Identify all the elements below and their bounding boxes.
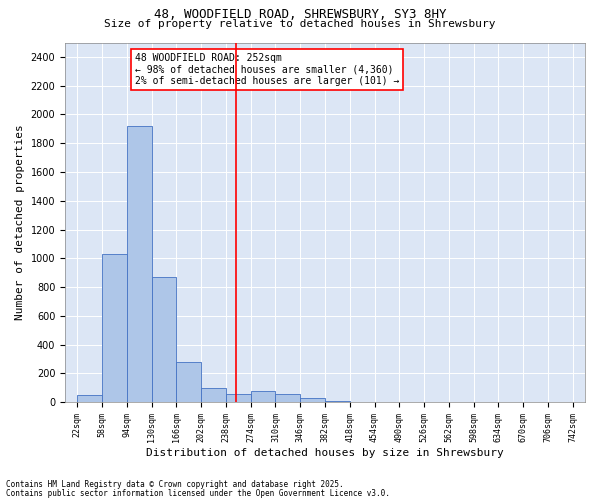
Bar	[176, 362, 201, 402]
Y-axis label: Number of detached properties: Number of detached properties	[15, 124, 25, 320]
Text: Size of property relative to detached houses in Shrewsbury: Size of property relative to detached ho…	[104, 19, 496, 29]
Bar	[152, 277, 176, 402]
Bar	[275, 394, 300, 402]
Bar	[251, 392, 275, 402]
Bar	[226, 394, 251, 402]
Bar	[201, 388, 226, 402]
Bar	[102, 254, 127, 402]
Bar	[300, 398, 325, 402]
Text: Contains HM Land Registry data © Crown copyright and database right 2025.: Contains HM Land Registry data © Crown c…	[6, 480, 344, 489]
Bar	[325, 401, 350, 402]
Text: Contains public sector information licensed under the Open Government Licence v3: Contains public sector information licen…	[6, 488, 390, 498]
Text: 48, WOODFIELD ROAD, SHREWSBURY, SY3 8HY: 48, WOODFIELD ROAD, SHREWSBURY, SY3 8HY	[154, 8, 446, 20]
Text: 48 WOODFIELD ROAD: 252sqm
← 98% of detached houses are smaller (4,360)
2% of sem: 48 WOODFIELD ROAD: 252sqm ← 98% of detac…	[135, 54, 400, 86]
Bar	[77, 395, 102, 402]
Bar	[127, 126, 152, 402]
X-axis label: Distribution of detached houses by size in Shrewsbury: Distribution of detached houses by size …	[146, 448, 504, 458]
